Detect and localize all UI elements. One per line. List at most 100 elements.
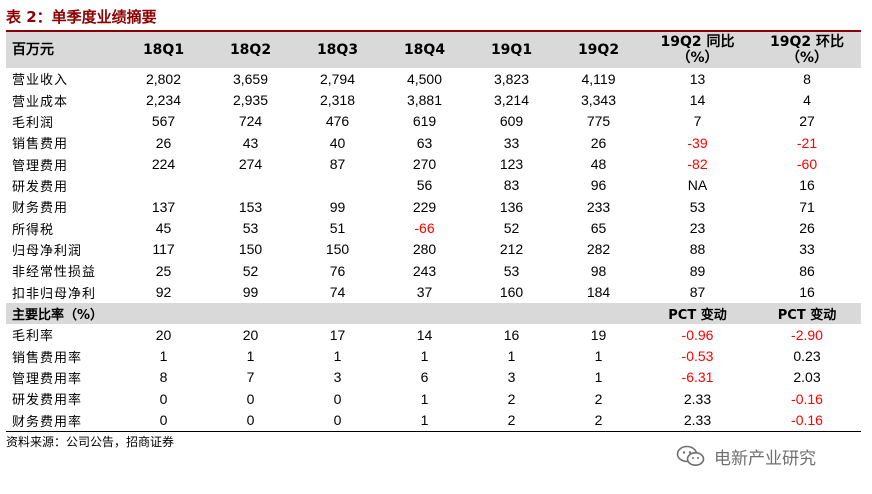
table-row: 营业收入 2,802 3,659 2,794 4,500 3,823 4,119 13 8 bbox=[6, 68, 861, 89]
table-cell: 280 bbox=[412, 241, 437, 258]
table-cell: 83 bbox=[503, 177, 520, 194]
table-cell: 6 bbox=[420, 369, 429, 386]
watermark-text: 电新产业研究 bbox=[714, 448, 816, 469]
row-label: 所得税 bbox=[12, 222, 55, 238]
table-row: 管理费用 224 274 87 270 123 48 -82 -60 bbox=[6, 153, 861, 174]
table-cell: 26 bbox=[590, 134, 607, 151]
table-cell: 229 bbox=[412, 198, 437, 215]
section-label: 主要比率（%） bbox=[12, 307, 104, 323]
table-cell: 212 bbox=[499, 241, 524, 258]
table-cell: 0.23 bbox=[793, 348, 821, 365]
table-cell: 1 bbox=[594, 348, 603, 365]
table-cell: 153 bbox=[238, 198, 263, 215]
table-cell: 14 bbox=[689, 92, 706, 109]
table-cell: 567 bbox=[151, 113, 176, 130]
table-cell: 2.33 bbox=[683, 390, 712, 407]
table-body: 营业收入 2,802 3,659 2,794 4,500 3,823 4,119 13 8 营业成… bbox=[6, 68, 861, 431]
row-label: 非经常性损益 bbox=[12, 265, 97, 281]
table-cell: 775 bbox=[586, 113, 611, 130]
table-cell: 92 bbox=[155, 284, 172, 301]
table-cell: 17 bbox=[329, 326, 346, 343]
header-row: 百万元 18Q1 18Q2 18Q3 18Q4 19Q1 19Q2 19Q2 同比 （%） 19… bbox=[6, 32, 861, 68]
table-cell bbox=[207, 175, 294, 196]
table-cell: 2,234 bbox=[145, 92, 182, 109]
table-cell: 63 bbox=[416, 134, 433, 151]
table-cell: 65 bbox=[590, 220, 607, 237]
table-cell: -2.90 bbox=[791, 326, 823, 343]
table-cell: NA bbox=[687, 177, 708, 194]
table-cell: 7 bbox=[693, 113, 702, 130]
table-cell: 3 bbox=[333, 369, 342, 386]
table-cell: 37 bbox=[416, 284, 433, 301]
table-cell: 99 bbox=[242, 284, 259, 301]
table-row: 销售费用率 1 1 1 1 1 1 -0.53 0.23 bbox=[6, 345, 861, 366]
table-cell: 26 bbox=[799, 220, 815, 237]
table-cell: 1 bbox=[507, 348, 516, 365]
table-cell: 184 bbox=[586, 284, 611, 301]
table-cell: 0 bbox=[333, 412, 342, 429]
table-row: 管理费用率 8 7 3 6 3 1 -6.31 2.03 bbox=[6, 367, 861, 388]
table-row: 毛利率 20 20 17 14 16 19 -0.96 -2.90 bbox=[6, 324, 861, 345]
table-cell: -0.53 bbox=[681, 348, 714, 365]
table-cell: 243 bbox=[412, 262, 437, 279]
table-row: 归母净利润 117 150 150 280 212 282 88 33 bbox=[6, 239, 861, 260]
header-col: 18Q2 bbox=[229, 42, 272, 58]
table-cell: 2 bbox=[594, 412, 603, 429]
table-cell: 2,794 bbox=[319, 70, 356, 87]
table-cell: 3,659 bbox=[232, 70, 269, 87]
watermark: 电新产业研究 bbox=[676, 444, 816, 469]
table-cell: 3,881 bbox=[406, 92, 443, 109]
table-cell: 86 bbox=[799, 262, 815, 279]
table-cell: 2.03 bbox=[793, 369, 821, 386]
table-cell: -82 bbox=[687, 156, 708, 173]
header-col: 18Q3 bbox=[316, 42, 359, 58]
table-cell: 0 bbox=[246, 390, 255, 407]
table-cell: 8 bbox=[159, 369, 168, 386]
table-cell: 20 bbox=[155, 326, 172, 343]
table-cell: 2.33 bbox=[683, 412, 712, 429]
table-cell: 123 bbox=[499, 156, 524, 173]
table-cell: -39 bbox=[687, 134, 708, 151]
table-cell: -0.16 bbox=[791, 412, 823, 429]
table-cell: 74 bbox=[329, 284, 346, 301]
table-cell: 3,823 bbox=[493, 70, 530, 87]
table-cell: 48 bbox=[590, 156, 607, 173]
table-cell: 16 bbox=[799, 284, 815, 301]
table-cell: 76 bbox=[329, 262, 346, 279]
table-cell: 4,119 bbox=[581, 70, 616, 87]
table-cell: 0 bbox=[246, 412, 255, 429]
table-cell: 16 bbox=[503, 326, 520, 343]
row-label: 销售费用率 bbox=[12, 350, 83, 366]
table-row: 研发费用 56 83 96 NA 16 bbox=[6, 175, 861, 196]
table-cell: 3 bbox=[507, 369, 516, 386]
table-row: 营业成本 2,234 2,935 2,318 3,881 3,214 3,343 14 4 bbox=[6, 89, 861, 110]
table-cell: 96 bbox=[590, 177, 607, 194]
table-cell: 26 bbox=[155, 134, 172, 151]
pct-change-header: PCT 变动 bbox=[777, 307, 837, 323]
table-cell: 476 bbox=[325, 113, 350, 130]
row-label: 毛利润 bbox=[12, 115, 55, 131]
table-cell: 3,214 bbox=[493, 92, 530, 109]
table-cell: 2 bbox=[507, 412, 516, 429]
table-cell: -60 bbox=[796, 156, 818, 173]
row-label: 研发费用 bbox=[12, 179, 69, 195]
table-cell: 1 bbox=[159, 348, 168, 365]
table-cell: 51 bbox=[329, 220, 346, 237]
table-cell: -66 bbox=[414, 220, 435, 237]
header-col: 18Q1 bbox=[142, 42, 185, 58]
empty-cell bbox=[120, 303, 207, 324]
table-cell: 270 bbox=[412, 156, 437, 173]
table-cell: 87 bbox=[689, 284, 706, 301]
table-cell: 2,802 bbox=[145, 70, 182, 87]
table-cell: -0.16 bbox=[791, 390, 823, 407]
table-cell: 160 bbox=[499, 284, 524, 301]
header-col: 19Q2 bbox=[577, 42, 620, 58]
header-unit: 百万元 bbox=[12, 42, 54, 58]
table-row: 非经常性损益 25 52 76 243 53 98 89 86 bbox=[6, 260, 861, 281]
table-cell: 4,500 bbox=[406, 70, 443, 87]
table-cell: 52 bbox=[503, 220, 520, 237]
table-cell bbox=[120, 175, 207, 196]
table-cell: 25 bbox=[155, 262, 172, 279]
table-cell: 2 bbox=[507, 390, 516, 407]
table-row: 财务费用率 0 0 0 1 2 2 2.33 -0.16 bbox=[6, 410, 861, 431]
